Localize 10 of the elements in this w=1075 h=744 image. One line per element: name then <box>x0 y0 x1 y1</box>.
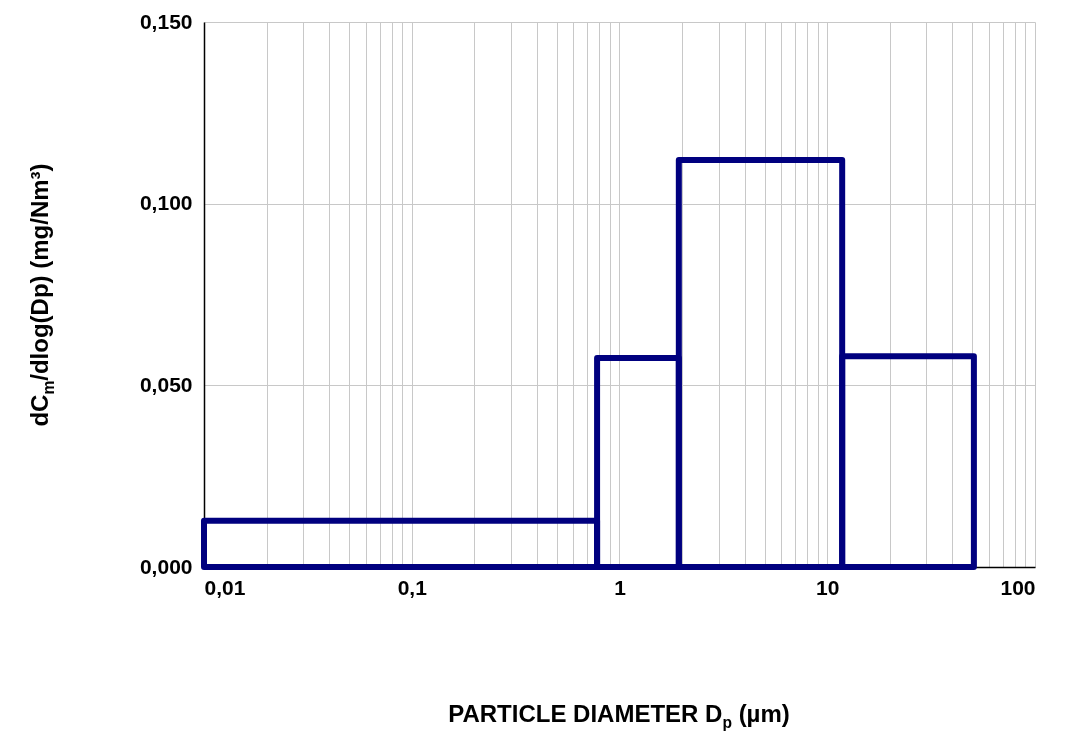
x-tick-label: 0,01 <box>204 575 246 599</box>
y-tick-label: 0,000 <box>139 554 193 578</box>
x-axis-title: PARTICLE DIAMETER D$_{p}$ (µm) <box>448 700 790 732</box>
x-tick-label: 10 <box>816 575 840 599</box>
y-tick-label: 0,150 <box>139 9 193 33</box>
x-tick-label: 0,1 <box>397 575 428 599</box>
y-tick-label: 0,100 <box>139 191 193 215</box>
y-tick-label: 0,050 <box>139 372 193 396</box>
x-tick-label: 100 <box>1000 575 1036 599</box>
x-tick-label: 1 <box>614 575 627 599</box>
